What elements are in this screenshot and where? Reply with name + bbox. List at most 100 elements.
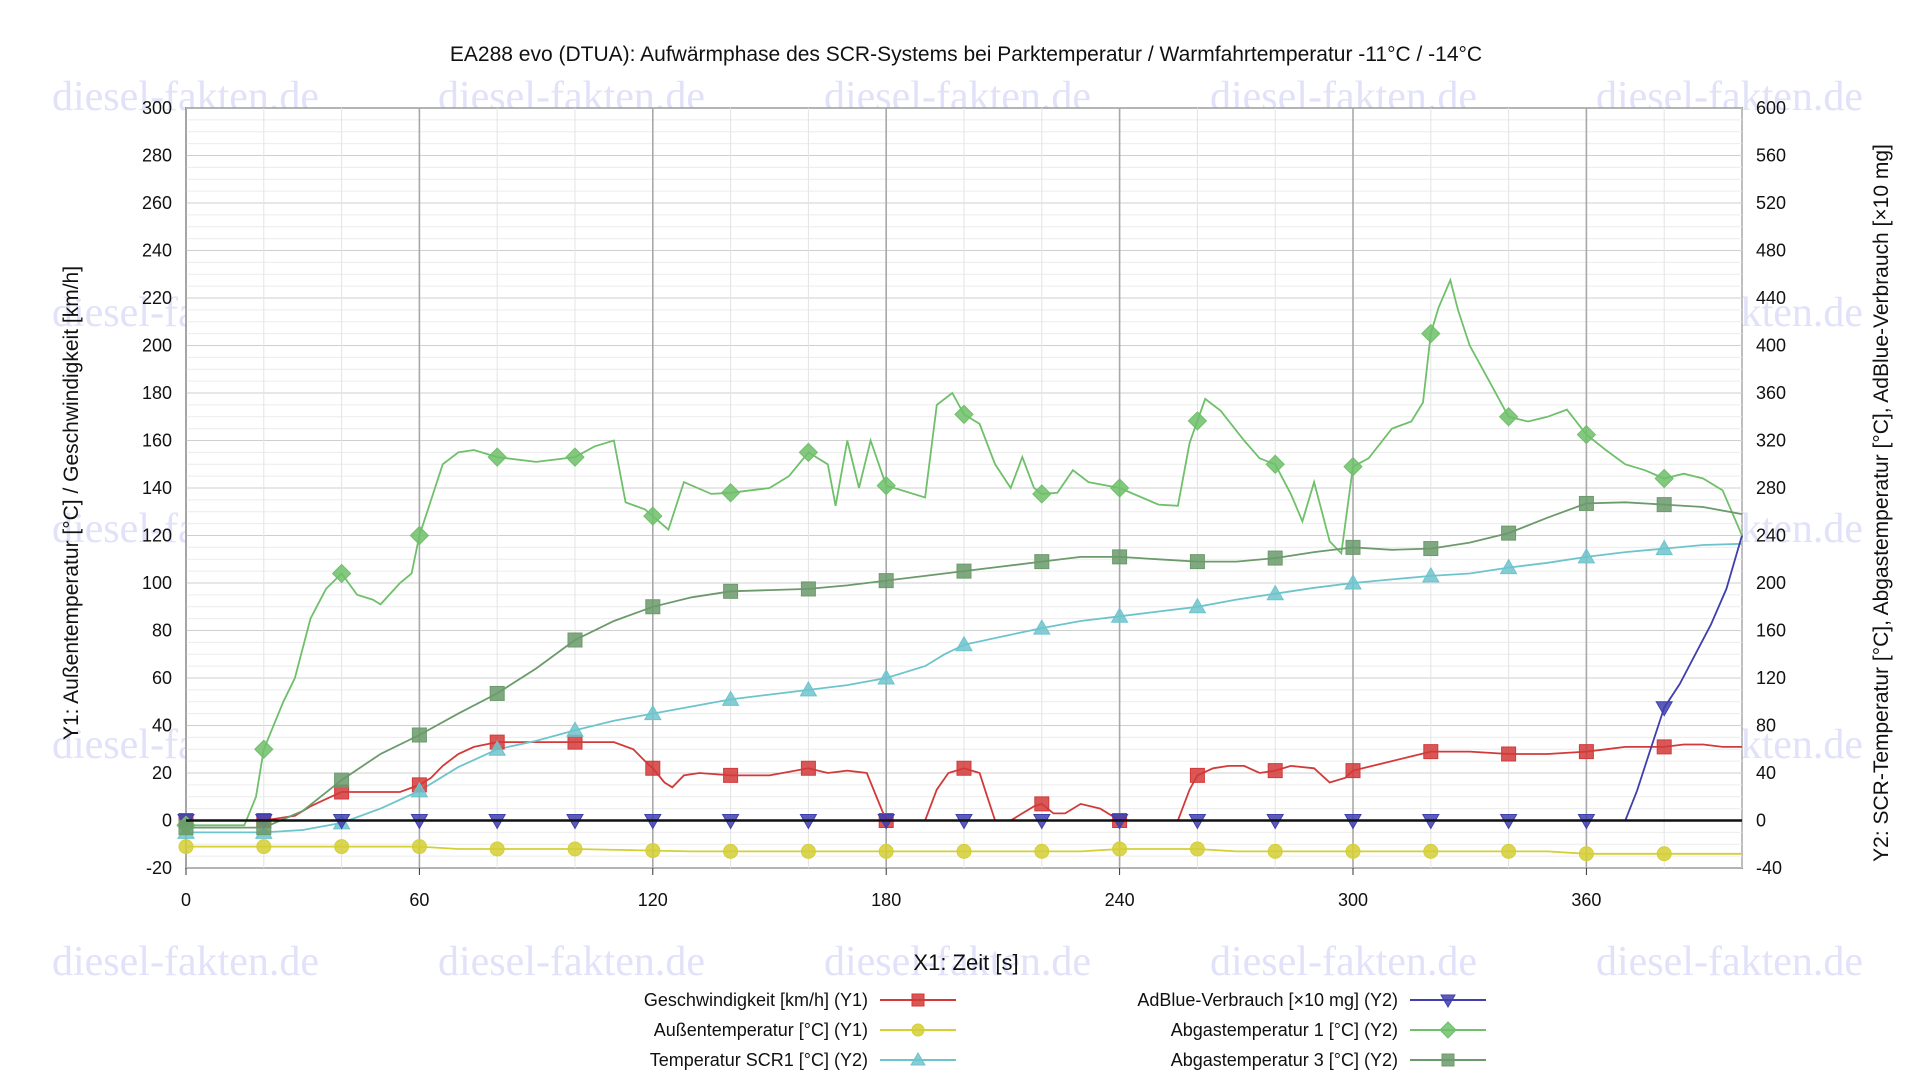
y2-tick-label: 560 xyxy=(1756,146,1786,166)
grid-layer xyxy=(185,107,1743,869)
series-4-marker xyxy=(1187,411,1208,431)
series-4-marker xyxy=(565,447,585,467)
series-2-marker xyxy=(1655,539,1674,556)
series-0-marker xyxy=(723,767,739,783)
series-1-marker xyxy=(489,841,505,857)
chart-title: EA288 evo (DTUA): Aufwärmphase des SCR-S… xyxy=(450,43,1482,66)
y1-tick-label: 80 xyxy=(152,621,172,641)
y1-tick-label: 260 xyxy=(142,193,172,213)
series-2-marker xyxy=(955,635,973,652)
x-tick-label: 240 xyxy=(1105,890,1135,910)
series-1-marker xyxy=(1189,841,1205,857)
legend-label: Temperatur SCR1 [°C] (Y2) xyxy=(650,1050,868,1070)
x-axis-label: X1: Zeit [s] xyxy=(913,950,1018,975)
y2-tick-label: 400 xyxy=(1756,336,1786,356)
series-2-marker xyxy=(1577,547,1596,564)
series-4-marker xyxy=(643,506,663,526)
y1-tick-label: 100 xyxy=(142,573,172,593)
series-1-marker xyxy=(723,843,739,859)
series-4-marker xyxy=(1032,484,1052,504)
series-5-marker xyxy=(1034,554,1050,570)
series-5-marker xyxy=(178,820,194,836)
series-2-marker xyxy=(566,721,584,737)
series-1-marker xyxy=(878,843,894,859)
series-1-marker xyxy=(1423,843,1439,859)
y1-tick-label: 40 xyxy=(152,716,172,736)
series-1-marker xyxy=(956,843,972,859)
legend-label: Außentemperatur [°C] (Y1) xyxy=(654,1020,868,1040)
legend-swatch-marker xyxy=(910,1052,926,1066)
series-5-marker xyxy=(334,772,350,788)
series-4-marker xyxy=(954,404,974,425)
series-0-marker xyxy=(1656,739,1672,755)
series-4-marker xyxy=(1421,323,1441,344)
series-5-marker xyxy=(489,685,505,701)
series-1-marker xyxy=(800,843,816,859)
series-4-marker xyxy=(876,475,896,496)
series-1-marker xyxy=(411,839,427,855)
series-5-marker xyxy=(956,563,972,579)
y1-tick-label: 120 xyxy=(142,526,172,546)
series-4-marker xyxy=(409,525,430,546)
legend: Geschwindigkeit [km/h] (Y1) Außentemperat… xyxy=(644,990,1486,1070)
y1-axis-label: Y1: Außentemperatur [°C] / Geschwindigke… xyxy=(60,266,83,740)
legend-label: Geschwindigkeit [km/h] (Y1) xyxy=(644,990,868,1010)
watermark-text: diesel-fakten.de xyxy=(52,939,319,985)
series-line-0 xyxy=(186,741,1742,822)
series-5-marker xyxy=(411,727,427,743)
y1-tick-label: 60 xyxy=(152,668,172,688)
series-4-marker xyxy=(1109,478,1130,498)
series-2-marker xyxy=(1266,584,1285,601)
y2-tick-label: 480 xyxy=(1756,241,1786,261)
series-2-marker xyxy=(488,740,507,756)
y2-tick-label: 440 xyxy=(1756,288,1786,308)
series-5-marker xyxy=(1423,541,1439,557)
series-0-marker xyxy=(800,760,816,776)
series-4-marker xyxy=(798,442,819,463)
series-1-marker xyxy=(645,843,661,859)
y1-tick-label: 280 xyxy=(142,146,172,166)
series-5-marker xyxy=(645,599,661,615)
legend-swatch-marker xyxy=(911,993,925,1007)
series-0-marker xyxy=(567,734,583,750)
series-5-marker xyxy=(1501,525,1517,541)
watermark-text: diesel-fakten.de xyxy=(1210,939,1477,985)
series-0-marker xyxy=(1034,796,1050,812)
legend-label: AdBlue-Verbrauch [×10 mg] (Y2) xyxy=(1137,990,1398,1010)
y2-tick-label: 80 xyxy=(1756,716,1776,736)
series-4-marker xyxy=(1498,407,1519,427)
series-4-marker xyxy=(720,483,741,503)
series-0-marker xyxy=(1267,763,1283,779)
series-2-marker xyxy=(1499,558,1518,575)
series-5-marker xyxy=(1189,554,1205,570)
series-2-marker xyxy=(1188,597,1207,614)
series-5-marker xyxy=(1112,549,1128,565)
y1-tick-label: 220 xyxy=(142,288,172,308)
y2-tick-label: -40 xyxy=(1756,858,1782,878)
series-0-marker xyxy=(956,760,972,776)
series-line-5 xyxy=(186,501,1743,829)
series-5-marker xyxy=(256,820,272,836)
x-tick-label: 60 xyxy=(409,890,429,910)
series-2-marker xyxy=(1032,619,1051,635)
y2-tick-label: 40 xyxy=(1756,763,1776,783)
series-4-marker xyxy=(487,447,507,467)
series-5-marker xyxy=(1578,495,1594,511)
y1-tick-label: 240 xyxy=(142,241,172,261)
y1-tick-label: 180 xyxy=(142,383,172,403)
series-2-marker xyxy=(799,680,818,697)
y2-tick-label: 280 xyxy=(1756,478,1786,498)
series-1-marker xyxy=(1267,843,1283,859)
series-1-marker xyxy=(334,839,350,855)
x-tick-label: 0 xyxy=(181,890,191,910)
y1-tick-label: 200 xyxy=(142,336,172,356)
watermark-text: diesel-fakten.de xyxy=(438,939,705,985)
series-0-marker xyxy=(1423,744,1439,760)
series-0-marker xyxy=(1345,763,1361,779)
series-3-marker xyxy=(1655,701,1674,717)
series-line-2 xyxy=(186,542,1743,834)
y1-tick-label: 20 xyxy=(152,763,172,783)
series-1-marker xyxy=(567,841,583,857)
